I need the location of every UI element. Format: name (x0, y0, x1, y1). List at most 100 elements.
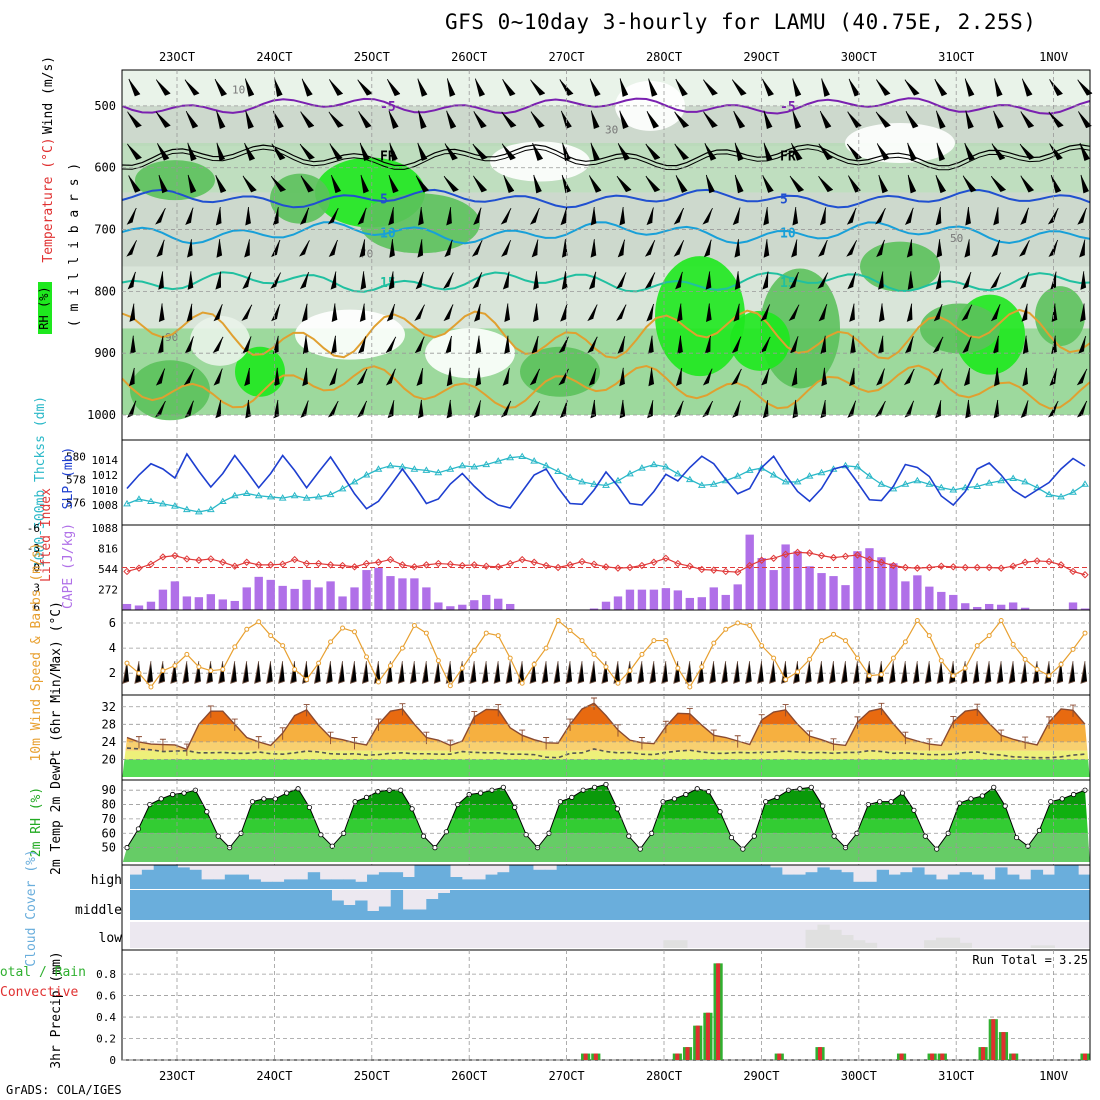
wind-barb (242, 336, 252, 354)
lifted-index-point (973, 563, 981, 572)
cape-tick: 816 (98, 543, 118, 556)
wind-speed-point (843, 638, 848, 644)
cape-bar (865, 548, 874, 610)
wind-barb (184, 336, 194, 354)
wind-barb (184, 79, 200, 96)
wind-barb (818, 143, 833, 161)
rh-tick: 70 (102, 812, 116, 826)
cloud-bar (319, 890, 332, 920)
rh-blob (1035, 286, 1085, 347)
wind-speed-point (555, 618, 561, 624)
lifted-index-point (793, 548, 802, 557)
cloud-bar (307, 890, 321, 920)
cloud-bar (698, 865, 712, 889)
cloud-bar (959, 942, 972, 948)
temp-range-bar (878, 702, 885, 716)
lifted-index-point (422, 561, 431, 569)
cape-bar (194, 597, 204, 610)
wind-barb (417, 78, 428, 97)
wind-barb (389, 142, 398, 162)
cape-bar (817, 573, 826, 610)
wind-barb (846, 143, 862, 160)
lifted-index-point (865, 555, 874, 564)
wind-barb (818, 304, 828, 322)
cloud-bar (1066, 890, 1079, 920)
temp-axis-title: Temperature (°C) (41, 137, 56, 262)
wind-speed-point (352, 629, 358, 635)
wind-barb (734, 174, 744, 194)
thickness-point (925, 480, 934, 487)
wind-barb (993, 110, 1004, 129)
cape-bar (769, 570, 778, 610)
top-date-label: 23OCT (159, 50, 195, 64)
wind-barb (1049, 79, 1063, 96)
wind-barb (1044, 661, 1052, 684)
rh-point (557, 799, 563, 805)
wind-speed-point (495, 633, 501, 639)
wind-speed-point (567, 628, 573, 634)
wind-speed-point (184, 651, 190, 657)
wind-barb (849, 303, 856, 322)
thickness-point (865, 472, 874, 479)
wind-barb (473, 400, 482, 419)
thickness-point (530, 457, 539, 464)
temp-range-bar (830, 738, 837, 751)
wind-barb (185, 207, 194, 226)
wind-barb (127, 400, 137, 418)
lifted-index-point (757, 556, 766, 564)
precip-convective-bar (1011, 1053, 1016, 1060)
cape-bar (601, 601, 611, 610)
cloud-bar (615, 890, 629, 920)
thickness-point (1009, 474, 1018, 481)
precip-convective-bar (1001, 1032, 1006, 1060)
wind-barb (242, 175, 257, 193)
thickness-point (626, 469, 634, 477)
rh-point (523, 832, 529, 838)
wind-barb (876, 368, 886, 386)
thickness-point (913, 476, 922, 484)
thickness-point (877, 480, 886, 487)
top-date-label: 1NOV (1039, 50, 1068, 64)
wind-speed-point (998, 618, 1004, 624)
wind-speed-point (364, 654, 369, 660)
wind-barb (791, 367, 798, 387)
wind-barb (357, 207, 367, 225)
thickness-point (602, 481, 610, 488)
wind-tick: 2 (109, 666, 116, 680)
lifted-index-point (398, 561, 407, 569)
wind-barb (615, 304, 627, 322)
thickness-point (194, 507, 203, 515)
wind-speed-point (244, 626, 250, 632)
cloud-bar (864, 942, 878, 948)
wind-barb (502, 271, 510, 290)
cape-bar (506, 603, 515, 610)
cloud-bar (295, 890, 309, 920)
temp-line (126, 702, 1086, 751)
wind-speed-point (160, 668, 166, 674)
wind-barb (1032, 661, 1040, 684)
temp-range-bar (686, 708, 693, 721)
cloud-bar (343, 879, 356, 889)
top-date-label: 25OCT (354, 50, 390, 64)
wind-barb (990, 272, 1002, 289)
wind-barb (493, 661, 501, 684)
wind-barb (821, 78, 830, 97)
wind-barb (328, 111, 344, 128)
wind-barb (213, 368, 223, 386)
cloud-bar (912, 867, 925, 889)
wind-barb (155, 208, 166, 225)
wind-speed-point (723, 626, 729, 632)
rh-point (660, 799, 666, 805)
thickness-point (434, 468, 443, 476)
thickness-point (123, 499, 131, 507)
wind-barb (128, 367, 135, 387)
cape-bar (721, 594, 730, 610)
wind-barb (327, 208, 339, 225)
wind-speed-point (902, 639, 908, 645)
cape-bar (901, 581, 910, 610)
wind-speed-point (459, 665, 465, 671)
rh-tick: 80 (102, 798, 116, 812)
wind-barb (646, 110, 659, 129)
wind-barb (645, 143, 661, 160)
precip-convective-bar (675, 1053, 680, 1060)
